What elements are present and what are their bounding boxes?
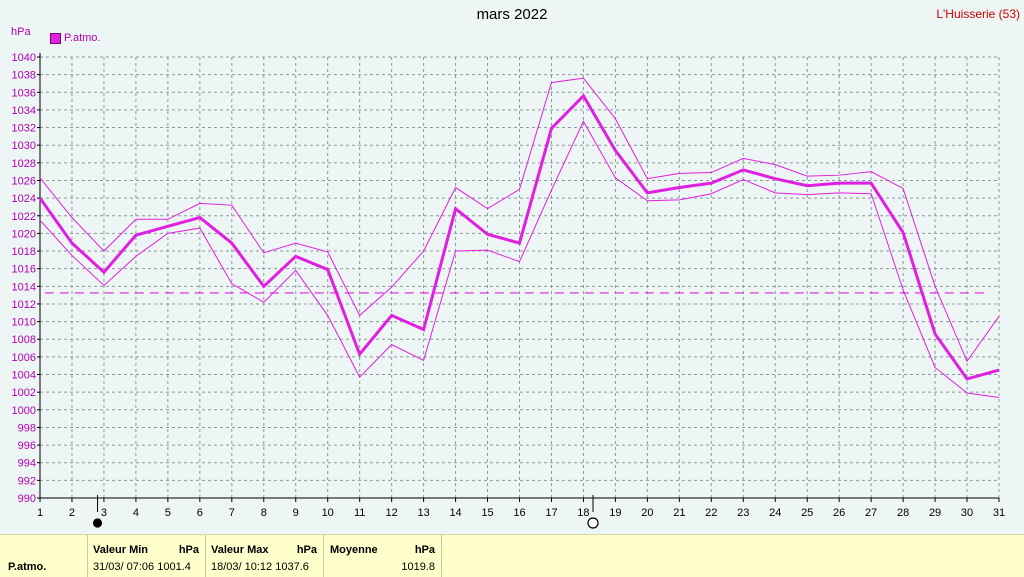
x-tick-label: 19	[609, 507, 621, 519]
x-tick-label: 18	[577, 507, 589, 519]
max-label: Valeur Max	[211, 544, 269, 556]
x-tick-label: 16	[513, 507, 525, 519]
x-tick-label: 10	[322, 507, 334, 519]
min-label: Valeur Min	[93, 544, 149, 556]
location-label: L'Huisserie (53)	[936, 7, 1020, 21]
min-value: 31/03/ 07:06 1001.4	[93, 561, 191, 573]
y-tick-label: 1010	[12, 317, 36, 329]
x-tick-label: 17	[545, 507, 557, 519]
y-tick-label: 996	[18, 440, 36, 452]
x-tick-label: 26	[833, 507, 845, 519]
x-tick-label: 28	[897, 507, 909, 519]
footer-param-label: P.atmo.	[8, 561, 47, 573]
series-line-max	[39, 77, 1000, 363]
y-tick-label: 1028	[12, 158, 36, 170]
x-tick-label: 9	[293, 507, 299, 519]
series-line-min	[39, 120, 1000, 398]
footer-mean-cell: Moyenne hPa 1019.8	[324, 535, 442, 577]
x-tick-label: 4	[133, 507, 139, 519]
x-tick-label: 14	[449, 507, 461, 519]
x-tick-label: 30	[961, 507, 973, 519]
max-value: 18/03/ 10:12 1037.6	[211, 561, 309, 573]
x-tick-label: 20	[641, 507, 653, 519]
legend: P.atmo.	[50, 32, 101, 44]
mean-value: 1019.8	[401, 561, 435, 573]
y-tick-label: 1024	[12, 193, 36, 205]
y-tick-label: 1002	[12, 387, 36, 399]
footer-param-cell: P.atmo.	[0, 535, 88, 577]
x-tick-label: 11	[354, 507, 365, 519]
x-tick-label: 23	[737, 507, 749, 519]
y-tick-label: 992	[18, 475, 36, 487]
x-tick-label: 15	[481, 507, 493, 519]
y-tick-label: 1022	[12, 211, 36, 223]
y-tick-label: 1018	[12, 246, 36, 258]
y-tick-label: 1006	[12, 352, 36, 364]
y-tick-label: 1012	[12, 299, 36, 311]
y-axis-unit: hPa	[11, 26, 31, 38]
x-tick-label: 29	[929, 507, 941, 519]
legend-label: P.atmo.	[64, 32, 101, 44]
x-tick-label: 12	[386, 507, 398, 519]
x-tick-label: 25	[801, 507, 813, 519]
pressure-chart: 9909929949969981000100210041006100810101…	[12, 52, 1005, 529]
x-tick-label: 21	[673, 507, 685, 519]
y-tick-label: 1034	[12, 105, 36, 117]
x-tick-label: 7	[229, 507, 235, 519]
y-tick-label: 1026	[12, 175, 36, 187]
min-unit: hPa	[178, 544, 199, 556]
x-tick-label: 5	[165, 507, 171, 519]
max-unit: hPa	[296, 544, 317, 556]
y-tick-label: 1040	[12, 52, 36, 64]
y-tick-label: 1004	[12, 370, 36, 382]
y-tick-label: 1016	[12, 264, 36, 276]
x-tick-label: 6	[197, 507, 203, 519]
legend-swatch	[50, 32, 61, 44]
x-tick-label: 2	[69, 507, 75, 519]
footer-min-cell: Valeur Min hPa 31/03/ 07:06 1001.4	[88, 535, 206, 577]
footer-max-cell: Valeur Max hPa 18/03/ 10:12 1037.6	[206, 535, 324, 577]
x-tick-label: 13	[417, 507, 429, 519]
y-tick-label: 1032	[12, 123, 36, 135]
y-tick-label: 1038	[12, 70, 36, 82]
y-tick-label: 1030	[12, 140, 36, 152]
x-tick-label: 3	[101, 507, 107, 519]
x-tick-label: 8	[261, 507, 267, 519]
y-tick-label: 994	[18, 458, 36, 470]
x-tick-label: 31	[993, 507, 1005, 519]
x-tick-label: 1	[37, 507, 43, 519]
y-tick-label: 998	[18, 422, 36, 434]
y-tick-label: 1020	[12, 228, 36, 240]
y-tick-label: 1000	[12, 405, 36, 417]
y-tick-label: 990	[18, 493, 36, 505]
stats-footer: P.atmo. Valeur Min hPa 31/03/ 07:06 1001…	[0, 534, 1024, 577]
full-moon-marker	[587, 517, 599, 529]
mean-label: Moyenne	[330, 544, 378, 556]
chart-title: mars 2022	[476, 6, 548, 23]
y-tick-label: 1008	[12, 334, 36, 346]
x-tick-label: 27	[865, 507, 877, 519]
mean-unit: hPa	[414, 544, 435, 556]
y-tick-label: 1036	[12, 87, 36, 99]
x-tick-label: 24	[769, 507, 781, 519]
x-tick-label: 22	[705, 507, 717, 519]
new-moon-marker	[92, 518, 103, 528]
series-line-mean	[38, 93, 1000, 381]
y-tick-label: 1014	[12, 281, 36, 293]
